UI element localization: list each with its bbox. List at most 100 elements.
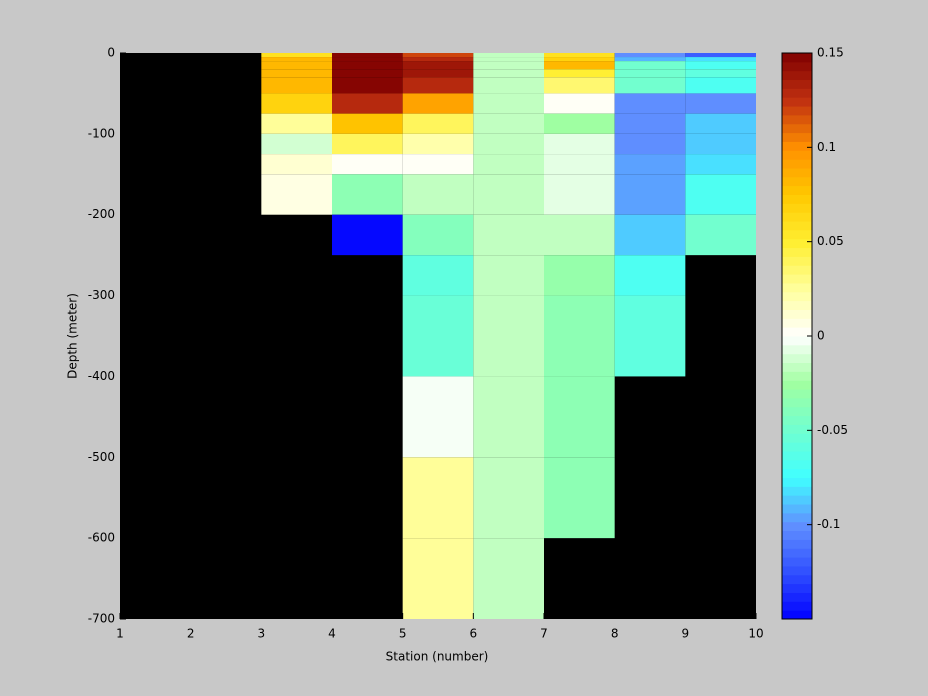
heatmap-cell xyxy=(332,69,403,78)
x-tick-label: 7 xyxy=(540,627,548,641)
colorbar-band xyxy=(782,433,812,443)
colorbar-band xyxy=(782,450,812,461)
heatmap-cell xyxy=(614,77,686,94)
colorbar-band xyxy=(782,477,812,487)
heatmap-cell xyxy=(614,53,686,58)
heatmap-cell xyxy=(473,295,544,377)
heatmap-cell xyxy=(332,93,403,114)
colorbar-band xyxy=(782,141,812,151)
colorbar-band xyxy=(782,106,812,116)
colorbar-band xyxy=(782,247,812,257)
colorbar-band xyxy=(782,203,812,213)
colorbar-band xyxy=(782,194,812,204)
colorbar-band xyxy=(782,88,812,98)
y-axis-label: Depth (meter) xyxy=(66,293,80,379)
y-tick-label: 0 xyxy=(107,46,115,60)
colorbar-band xyxy=(782,495,812,505)
y-tick-label: -100 xyxy=(88,126,115,140)
colorbar-band xyxy=(782,601,812,611)
colorbar-band xyxy=(782,415,812,425)
x-tick-label: 8 xyxy=(611,627,619,641)
heatmap-cell xyxy=(332,154,403,175)
heatmap-cell xyxy=(402,57,474,62)
heatmap-cell xyxy=(614,154,686,175)
heatmap-cell xyxy=(473,376,544,458)
x-tick-label: 1 xyxy=(116,627,124,641)
colorbar-band xyxy=(782,397,812,408)
heatmap-cell xyxy=(261,57,332,62)
colorbar-band xyxy=(782,565,812,576)
heatmap-cell xyxy=(544,255,615,296)
heatmap-cell xyxy=(261,154,332,175)
heatmap-cell xyxy=(473,174,544,215)
colorbar-tick-label: 0 xyxy=(817,329,825,343)
heatmap-cell xyxy=(685,113,756,134)
heatmap-cell xyxy=(332,113,403,134)
colorbar-band xyxy=(782,548,812,558)
heatmap-cell xyxy=(402,214,474,256)
heatmap-cell xyxy=(614,133,686,155)
heatmap-cell xyxy=(402,538,474,619)
y-tick-label: -300 xyxy=(88,288,115,302)
colorbar-band xyxy=(782,274,812,284)
heatmap-cell xyxy=(261,113,332,134)
heatmap-cell xyxy=(544,113,615,134)
x-tick-label: 2 xyxy=(187,627,195,641)
heatmap-cell xyxy=(261,69,332,78)
heatmap-cell xyxy=(332,57,403,62)
colorbar-band xyxy=(782,318,812,328)
colorbar-band xyxy=(782,557,812,567)
heatmap-cell xyxy=(473,77,544,94)
colorbar-band xyxy=(782,539,812,549)
colorbar-band xyxy=(782,327,812,337)
colorbar-band xyxy=(782,362,812,372)
colorbar-band xyxy=(782,309,812,319)
heatmap-cell xyxy=(544,376,615,458)
colorbar-band xyxy=(782,512,812,523)
heatmap-cell xyxy=(544,93,615,114)
colorbar-band xyxy=(782,353,812,364)
heatmap-cell xyxy=(261,174,332,215)
colorbar-tick-label: -0.05 xyxy=(817,423,848,437)
heatmap-cell xyxy=(614,57,686,62)
heatmap-cell xyxy=(544,57,615,62)
colorbar-band xyxy=(782,504,812,514)
heatmap-cell xyxy=(473,53,544,58)
colorbar-band xyxy=(782,265,812,275)
x-tick-label: 9 xyxy=(682,627,690,641)
colorbar-band xyxy=(782,123,812,134)
heatmap-cell xyxy=(544,295,615,377)
heatmap-cell xyxy=(402,61,474,70)
colorbar-band xyxy=(782,70,812,81)
colorbar-tick-label: 0.15 xyxy=(817,46,844,60)
colorbar-band xyxy=(782,610,812,620)
heatmap-cell xyxy=(685,69,756,78)
colorbar-band xyxy=(782,185,812,195)
heatmap-cell xyxy=(261,61,332,70)
heatmap-cell xyxy=(685,53,756,58)
colorbar-band xyxy=(782,221,812,231)
heatmap-cell xyxy=(332,174,403,215)
heatmap-cell xyxy=(473,457,544,539)
heatmap-cell xyxy=(473,154,544,175)
heatmap-cell xyxy=(685,133,756,155)
x-axis-label: Station (number) xyxy=(386,650,489,664)
y-tick-label: -700 xyxy=(88,612,115,626)
heatmap-cell xyxy=(544,53,615,58)
heatmap-cell xyxy=(402,53,474,58)
heatmap-cell xyxy=(544,133,615,155)
heatmap-cell xyxy=(332,214,403,256)
heatmap-cell xyxy=(544,457,615,539)
colorbar-tick-label: -0.1 xyxy=(817,517,840,531)
heatmap-cell xyxy=(402,376,474,458)
heatmap-cell xyxy=(402,174,474,215)
heatmap-cell xyxy=(685,214,756,256)
colorbar-band xyxy=(782,521,812,532)
heatmap-cell xyxy=(473,214,544,256)
colorbar-band xyxy=(782,229,812,240)
heatmap-cell xyxy=(402,255,474,296)
colorbar-tick-label: 0.1 xyxy=(817,140,836,154)
heatmap-cell xyxy=(614,93,686,114)
heatmap-cell xyxy=(544,69,615,78)
